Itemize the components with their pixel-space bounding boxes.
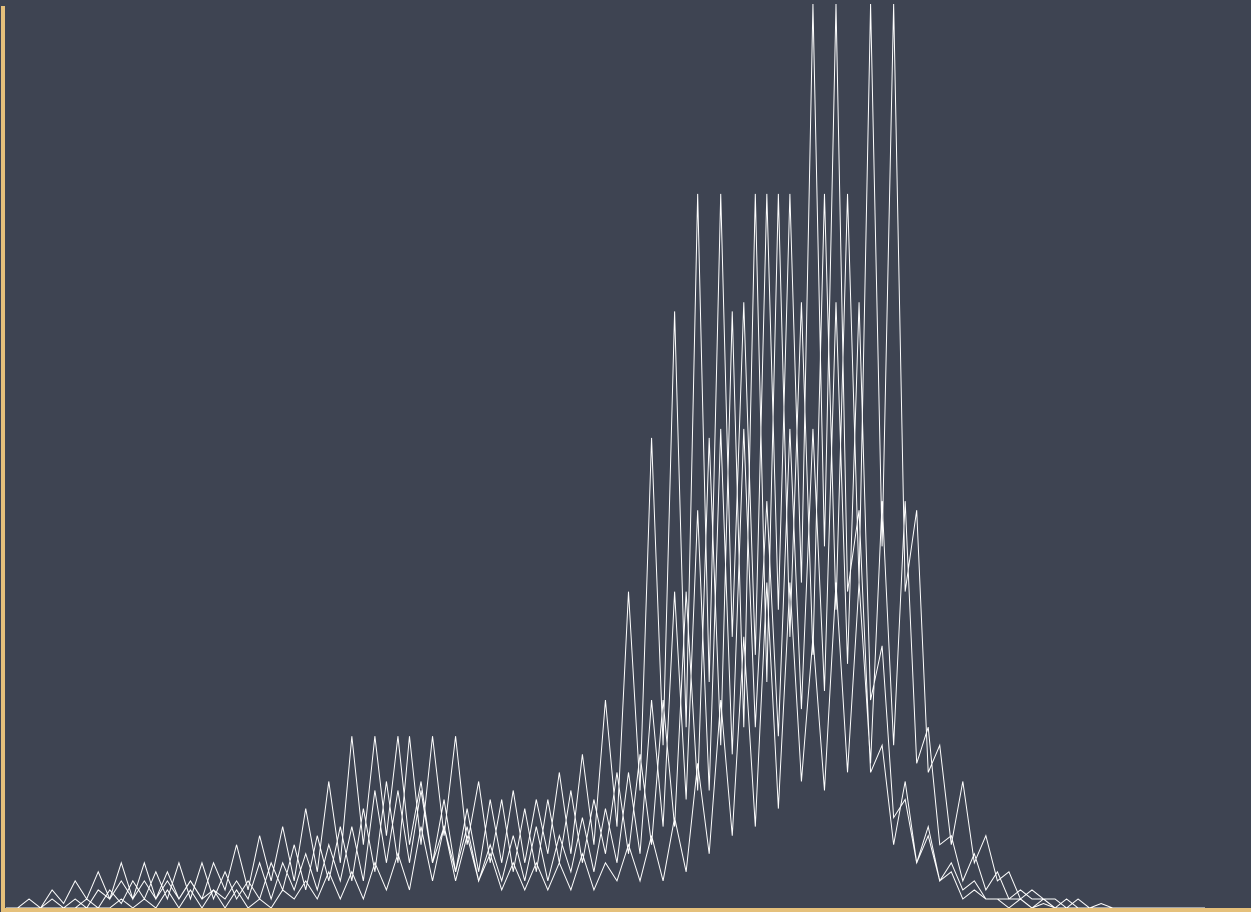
line-series: [6, 501, 1205, 909]
line-series: [6, 3, 1205, 909]
line-series: [6, 302, 1205, 909]
line-series: [6, 3, 1205, 909]
